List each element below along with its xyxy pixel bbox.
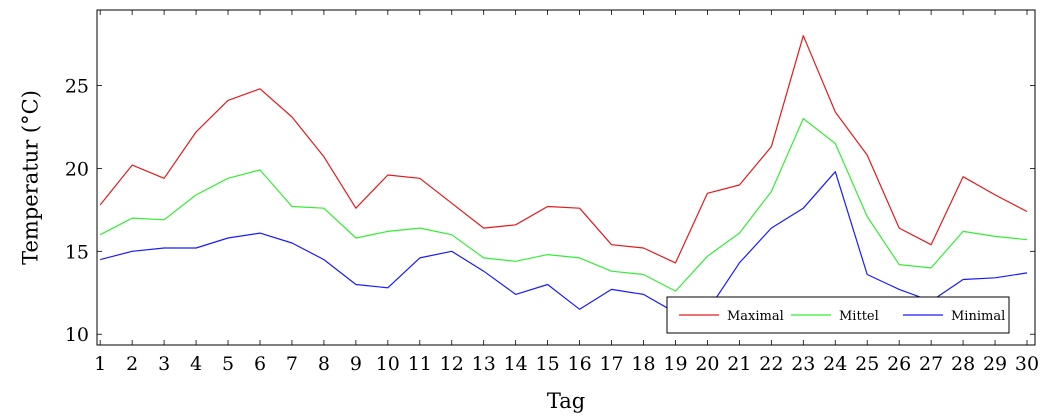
x-tick-label: 7 — [286, 353, 298, 375]
x-tick-label: 18 — [631, 353, 655, 375]
x-axis-title: Tag — [547, 389, 585, 413]
x-tick-label: 10 — [376, 353, 400, 375]
legend-label-maximal: Maximal — [727, 309, 784, 324]
legend: Maximal Mittel Minimal — [666, 296, 1010, 334]
x-tick-label: 22 — [759, 353, 783, 375]
x-tick-label: 12 — [440, 353, 464, 375]
x-tick-label: 27 — [919, 353, 943, 375]
x-tick-label: 17 — [599, 353, 623, 375]
y-tick-labels: 10 15 20 25 — [65, 75, 89, 346]
series-layer — [99, 35, 1028, 314]
y-axis-title: Temperatur (°C) — [18, 90, 42, 265]
x-tick-label: 16 — [567, 353, 591, 375]
series-line-maximal — [99, 35, 1028, 264]
series-line-minimal — [100, 171, 1028, 314]
x-tick-label: 5 — [222, 353, 234, 375]
x-tick-label: 29 — [983, 353, 1007, 375]
x-tick-label: 3 — [158, 353, 170, 375]
series-line-mittel — [99, 117, 1028, 292]
plot-frame — [96, 9, 1036, 346]
x-tick-label: 8 — [318, 353, 330, 375]
x-tick-label: 9 — [350, 353, 362, 375]
legend-label-mittel: Mittel — [839, 309, 879, 324]
x-tick-label: 20 — [695, 353, 719, 375]
x-tick-labels: 1 2 3 4 5 6 7 8 9 10 11 12 13 14 15 16 17 18 19 20 21 22 23 24 2… — [94, 353, 1039, 375]
x-tick-label: 26 — [887, 353, 911, 375]
x-tick-label: 2 — [126, 353, 138, 375]
legend-label-minimal: Minimal — [951, 309, 1005, 324]
x-tick-label: 28 — [951, 353, 975, 375]
x-tick-label: 25 — [855, 353, 879, 375]
x-tick-label: 6 — [254, 353, 266, 375]
x-tick-label: 4 — [190, 353, 202, 375]
y-tick-label: 15 — [65, 241, 89, 263]
x-tick-label: 1 — [94, 353, 106, 375]
legend-box — [666, 296, 1010, 334]
axis-ticks — [97, 10, 1035, 345]
x-tick-label: 11 — [408, 353, 432, 375]
x-tick-label: 30 — [1015, 353, 1039, 375]
x-tick-label: 14 — [504, 353, 528, 375]
y-tick-label: 10 — [65, 324, 89, 346]
x-tick-label: 21 — [727, 353, 751, 375]
x-tick-label: 19 — [663, 353, 687, 375]
x-tick-label: 15 — [536, 353, 560, 375]
y-tick-label: 25 — [65, 75, 89, 97]
y-tick-label: 20 — [65, 158, 89, 180]
x-tick-label: 23 — [791, 353, 815, 375]
x-tick-label: 13 — [472, 353, 496, 375]
x-tick-label: 24 — [823, 353, 847, 375]
